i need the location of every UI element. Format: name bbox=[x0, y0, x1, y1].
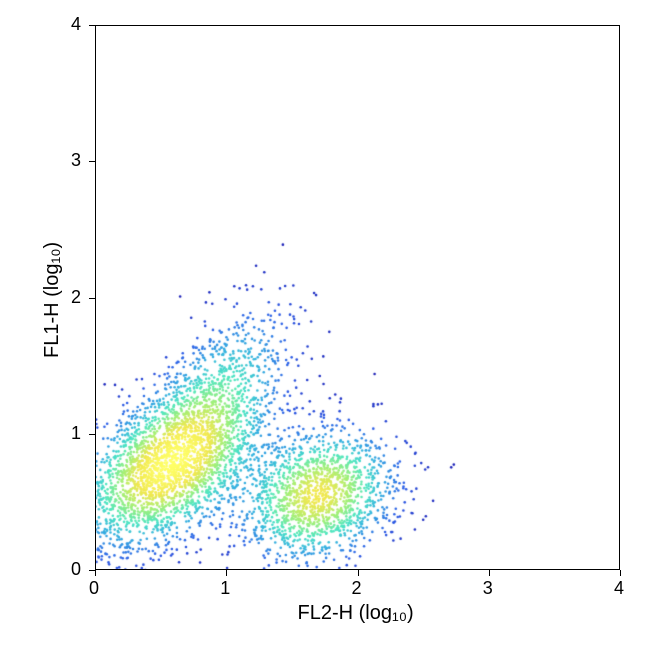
y-tick-mark bbox=[89, 298, 95, 299]
y-tick-label: 4 bbox=[71, 14, 81, 35]
y-tick-mark bbox=[89, 570, 95, 571]
y-tick-label: 0 bbox=[71, 559, 81, 580]
x-axis-label: FL2-H (log₁₀) bbox=[298, 602, 414, 625]
y-axis-label: FL1-H (log₁₀) bbox=[41, 241, 64, 357]
plot-area bbox=[95, 25, 620, 570]
x-tick-mark bbox=[95, 570, 96, 576]
y-tick-label: 1 bbox=[71, 423, 81, 444]
x-tick-label: 1 bbox=[220, 578, 230, 599]
x-tick-mark bbox=[620, 570, 621, 576]
y-tick-mark bbox=[89, 434, 95, 435]
density-scatter-canvas bbox=[95, 25, 620, 570]
x-tick-label: 0 bbox=[89, 578, 99, 599]
y-tick-label: 3 bbox=[71, 150, 81, 171]
x-tick-mark bbox=[358, 570, 359, 576]
x-tick-mark bbox=[226, 570, 227, 576]
y-tick-mark bbox=[89, 161, 95, 162]
x-tick-label: 2 bbox=[352, 578, 362, 599]
flow-cytometry-scatter: FL2-H (log₁₀) FL1-H (log₁₀) 0 1 2 3 4 0 1 2 3 4 bbox=[0, 0, 650, 650]
x-tick-label: 3 bbox=[483, 578, 493, 599]
x-tick-mark bbox=[489, 570, 490, 576]
x-tick-label: 4 bbox=[614, 578, 624, 599]
y-tick-label: 2 bbox=[71, 287, 81, 308]
y-tick-mark bbox=[89, 25, 95, 26]
